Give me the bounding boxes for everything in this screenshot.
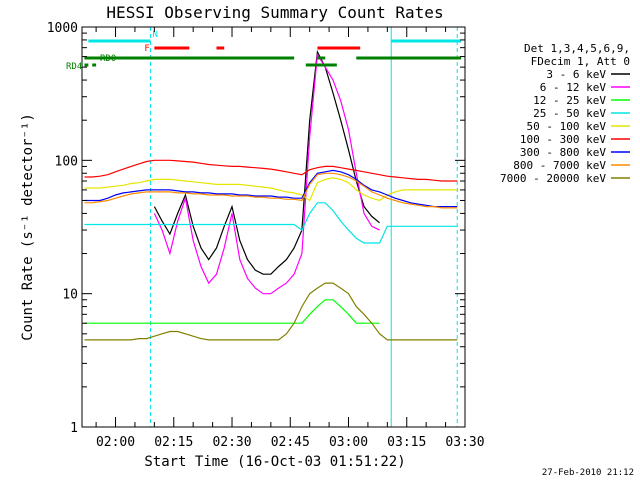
observing-flags: NFRD0RD4 — [66, 30, 462, 72]
chart-title: HESSI Observing Summary Count Rates — [106, 3, 443, 22]
legend-label-7: 800 - 7000 keV — [513, 159, 606, 172]
series-line-7 — [84, 172, 458, 209]
series-line-8 — [84, 282, 458, 341]
flag-label-n: N — [152, 30, 157, 40]
legend-label-6: 300 - 800 keV — [520, 146, 606, 159]
series-line-0 — [153, 49, 380, 275]
flag-label-f: F — [144, 44, 149, 54]
y-axis-label: Count Rate (s⁻¹ detector⁻¹) — [20, 113, 36, 341]
legend-label-5: 100 - 300 keV — [520, 133, 606, 146]
series-line-4 — [84, 177, 458, 202]
x-tick-label-0230: 02:30 — [212, 435, 251, 450]
legend-label-1: 6 - 12 keV — [540, 81, 607, 94]
legend: Det 1,3,4,5,6,9,FDecim 1, Att 03 - 6 keV… — [500, 42, 630, 185]
legend-label-8: 7000 - 20000 keV — [500, 172, 606, 185]
x-axis: 02:00 02:15 02:30 02:45 03:00 03:15 03:30 — [95, 27, 485, 450]
plot-frame — [81, 26, 466, 428]
x-tick-label-0315: 03:15 — [387, 435, 426, 450]
series-line-6 — [84, 169, 458, 208]
y-tick-label-100: 100 — [55, 154, 78, 169]
series-line-1 — [153, 52, 380, 295]
flag-label-rd4: RD4 — [66, 62, 82, 72]
legend-label-3: 25 - 50 keV — [533, 107, 606, 120]
y-tick-label-10: 10 — [62, 288, 78, 303]
series-line-5 — [84, 159, 458, 182]
series-line-2 — [84, 299, 380, 324]
y-tick-label-1: 1 — [70, 421, 78, 436]
y-tick-label-1000: 1000 — [47, 21, 78, 36]
x-tick-label-0330: 03:30 — [445, 435, 484, 450]
legend-label-2: 12 - 25 keV — [533, 94, 606, 107]
series-lines — [84, 49, 458, 341]
legend-header-1: FDecim 1, Att 0 — [531, 55, 630, 68]
x-axis-label: Start Time (16-Oct-03 01:51:22) — [144, 454, 405, 470]
x-tick-label-0300: 03:00 — [329, 435, 368, 450]
x-tick-label-0245: 02:45 — [271, 435, 310, 450]
x-tick-label-0215: 02:15 — [154, 435, 193, 450]
vertical-markers — [149, 27, 458, 427]
legend-label-4: 50 - 100 keV — [527, 120, 607, 133]
series-line-3 — [84, 202, 458, 244]
legend-header-0: Det 1,3,4,5,6,9, — [524, 42, 630, 55]
footer-date: 27-Feb-2010 21:12 — [542, 468, 634, 478]
legend-label-0: 3 - 6 keV — [546, 68, 606, 81]
y-axis: 1 10 100 1000 — [47, 21, 465, 436]
x-tick-label-0200: 02:00 — [96, 435, 135, 450]
